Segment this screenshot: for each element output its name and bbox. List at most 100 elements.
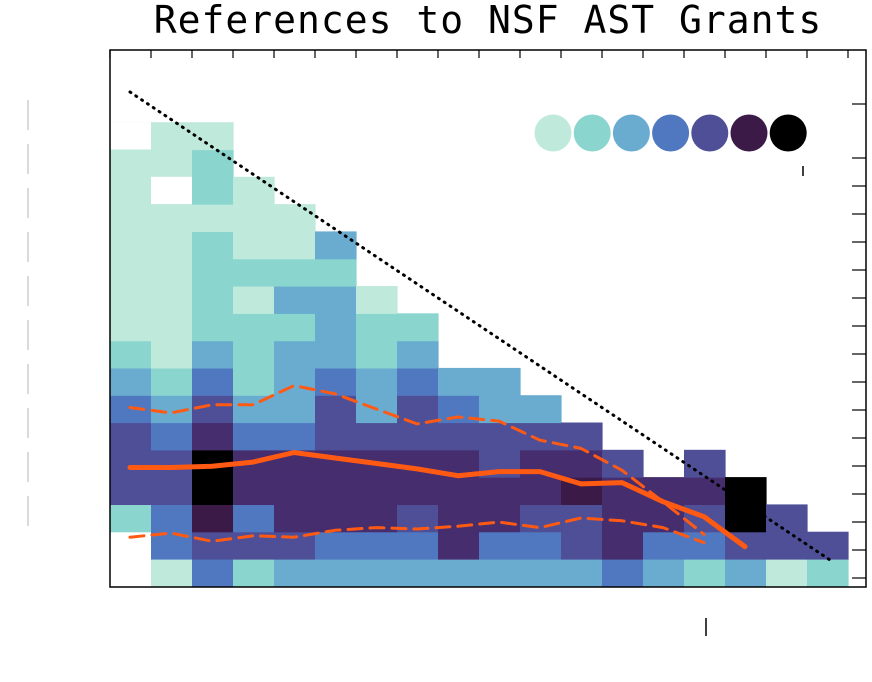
heatmap-cell — [315, 231, 357, 260]
heatmap-cell — [233, 504, 275, 533]
heatmap-cell — [151, 477, 193, 505]
legend-swatch — [612, 114, 650, 152]
diagonal-line — [128, 90, 832, 562]
heatmap-cell — [561, 531, 603, 560]
heatmap-cell — [233, 559, 275, 587]
heatmap-cell — [520, 559, 562, 587]
heatmap-cell-empty — [151, 176, 192, 205]
heatmap-cell — [684, 531, 726, 560]
heatmap-cell — [110, 504, 152, 533]
heatmap-cell — [192, 286, 234, 314]
heatmap-cell — [602, 449, 644, 478]
percentile-line — [128, 516, 706, 545]
heatmap-cell — [479, 559, 521, 587]
heatmap-cell — [151, 149, 193, 178]
heatmap-cell — [479, 395, 521, 424]
heatmap-cell — [315, 286, 357, 314]
heatmap-cell — [397, 477, 439, 505]
heatmap-cell — [192, 395, 234, 424]
heatmap-cell — [807, 559, 849, 587]
stray-marks — [27, 100, 804, 636]
heatmap-cell-empty — [110, 122, 151, 150]
heatmap-cell — [151, 313, 193, 342]
heatmap-cell — [274, 204, 316, 232]
heatmap-cell — [274, 258, 316, 287]
heatmap-cell — [233, 422, 275, 451]
heatmap-cell — [192, 504, 234, 533]
heatmap-cell — [315, 313, 357, 342]
heatmap-cell — [192, 559, 234, 587]
heatmap-cell — [151, 340, 193, 369]
heatmap-cell — [602, 504, 644, 533]
heatmap-cell — [356, 340, 398, 369]
heatmap-cell — [110, 340, 152, 369]
heatmap-cell — [684, 477, 726, 505]
heatmap-cell — [274, 504, 316, 533]
heatmap-cell — [233, 204, 275, 232]
legend-swatch — [691, 114, 729, 152]
heatmap-cell — [151, 504, 193, 533]
diagonal-reference — [128, 90, 832, 562]
heatmap-cell — [233, 340, 275, 369]
chart-title: References to NSF AST Grants — [153, 0, 823, 42]
heatmap-cell — [233, 313, 275, 342]
heatmap-cell — [192, 367, 234, 396]
heatmap-cell — [520, 531, 562, 560]
heatmap-cell — [274, 477, 316, 505]
heatmap-cell — [725, 477, 767, 505]
plot-frame — [109, 49, 867, 588]
heatmap-cell — [315, 340, 357, 369]
heatmap-cell — [725, 504, 767, 533]
heatmap-cell — [151, 449, 193, 478]
heatmap-cell — [192, 340, 234, 369]
heatmap-cell — [356, 286, 398, 314]
heatmap-cell — [274, 286, 316, 314]
heatmap-cell — [192, 122, 234, 151]
heatmap-cell — [356, 367, 398, 396]
legend-swatch — [652, 114, 690, 152]
heatmap-cell — [151, 204, 193, 232]
heatmap-cell — [438, 477, 480, 505]
heatmap-cell — [151, 231, 193, 260]
heatmap-cell — [643, 559, 685, 587]
heatmap-cell — [520, 504, 562, 533]
heatmap-cell — [233, 286, 275, 314]
heatmap-cell — [397, 559, 439, 587]
heatmap-cell — [192, 258, 234, 287]
heatmap-cell — [315, 531, 357, 560]
heatmap-cell — [356, 559, 398, 587]
legend — [534, 114, 807, 152]
heatmap-cell — [643, 531, 685, 560]
heatmap-cell — [110, 258, 152, 287]
heatmap-cell — [110, 477, 152, 505]
median-line — [127, 450, 748, 550]
heatmap-cell — [110, 449, 152, 478]
trend-lines — [127, 384, 748, 550]
heatmap-cell — [233, 176, 275, 205]
heatmap-cell — [561, 449, 603, 478]
heatmap-cell — [151, 367, 193, 396]
heatmap-cell — [684, 559, 726, 587]
heatmap-cell — [356, 313, 398, 342]
heatmap-cell — [397, 531, 439, 560]
heatmap-cell — [766, 531, 808, 560]
legend-swatch — [534, 114, 572, 152]
heatmap-cell — [356, 422, 398, 451]
heatmap-cells — [110, 122, 849, 587]
heatmap-cell — [766, 504, 808, 533]
heatmap-cell — [151, 286, 193, 314]
heatmap-cell — [110, 422, 152, 451]
heatmap-cell — [151, 258, 193, 287]
heatmap-cell — [192, 477, 234, 505]
heatmap-cell — [520, 395, 562, 424]
heatmap-cell — [192, 149, 234, 178]
heatmap-cell — [356, 531, 398, 560]
heatmap-cell — [110, 313, 152, 342]
heatmap-cell — [233, 367, 275, 396]
heatmap-cell — [274, 231, 316, 260]
heatmap-cell — [192, 176, 234, 205]
heatmap-cell — [233, 231, 275, 260]
heatmap-cell — [397, 367, 439, 396]
heatmap-cell — [233, 395, 275, 424]
heatmap-cell — [192, 422, 234, 451]
